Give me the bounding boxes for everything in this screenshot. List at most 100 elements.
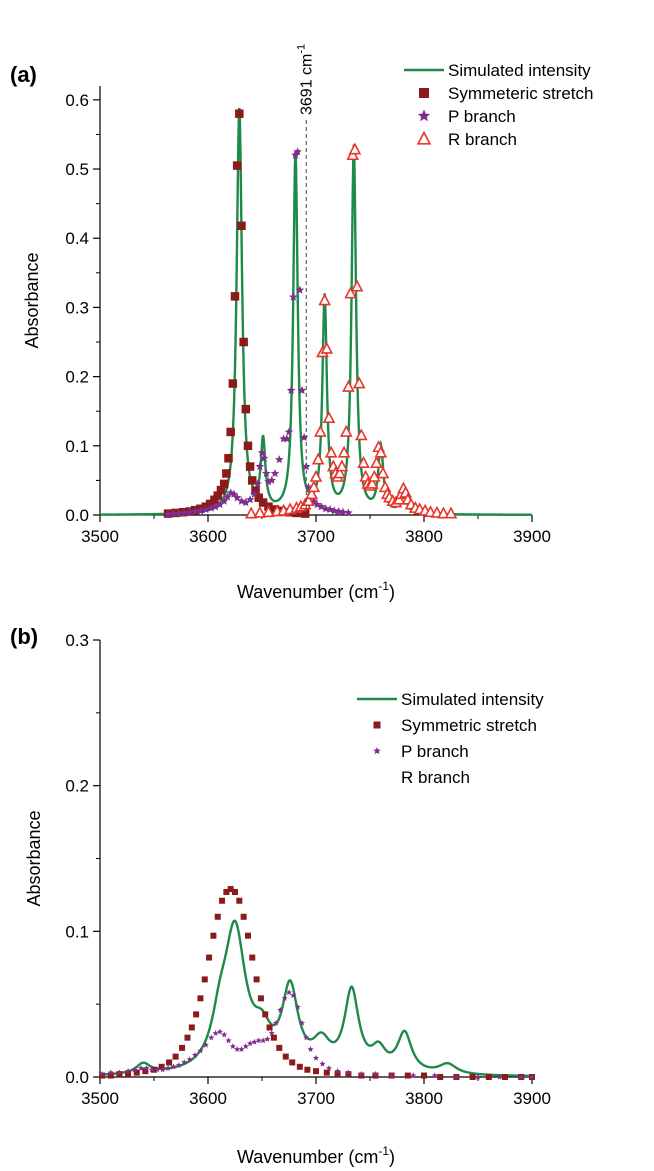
data-point xyxy=(174,509,184,518)
annotation-main: 3691 cm xyxy=(298,54,315,115)
data-point xyxy=(304,1066,311,1073)
data-point xyxy=(320,341,334,354)
data-point xyxy=(249,954,256,961)
simulated-intensity-line xyxy=(100,107,533,516)
data-point xyxy=(342,379,355,392)
data-point xyxy=(197,1047,204,1054)
data-point xyxy=(190,507,200,516)
series-line xyxy=(99,919,533,1078)
data-point xyxy=(388,1072,395,1079)
data-point xyxy=(172,1053,179,1060)
data-point xyxy=(154,1066,161,1073)
data-point xyxy=(193,1011,200,1018)
x-axis-title: Wavenumber (cm-1) xyxy=(237,579,395,602)
x-tick-label: 3900 xyxy=(513,527,551,546)
data-point xyxy=(262,1011,269,1018)
series-star xyxy=(99,989,536,1080)
data-point xyxy=(255,1037,262,1044)
data-point xyxy=(293,147,302,156)
data-point xyxy=(350,279,364,292)
data-point xyxy=(392,492,406,505)
data-point xyxy=(299,433,309,442)
data-point xyxy=(235,109,244,118)
data-point xyxy=(309,469,323,482)
data-point xyxy=(376,466,390,479)
data-point xyxy=(214,913,221,920)
data-point xyxy=(307,1046,314,1052)
data-point xyxy=(305,487,319,500)
data-point xyxy=(372,1070,379,1077)
data-point xyxy=(205,499,215,509)
data-point xyxy=(226,427,235,437)
data-point xyxy=(232,493,242,502)
data-point xyxy=(107,1072,114,1079)
y-tick-label: 0.2 xyxy=(65,777,89,796)
legend-label: Symmeteric stretch xyxy=(448,84,593,103)
data-point xyxy=(223,889,230,896)
data-point xyxy=(236,897,243,904)
data-point xyxy=(496,1073,503,1080)
legend-label: Symmetric stretch xyxy=(401,716,537,735)
data-point xyxy=(259,1037,267,1044)
data-point xyxy=(346,148,360,161)
data-point xyxy=(437,1074,444,1080)
data-point xyxy=(374,445,388,458)
data-point xyxy=(241,498,251,507)
data-point xyxy=(230,292,240,301)
data-point xyxy=(211,502,220,511)
data-point xyxy=(276,1044,283,1051)
data-point xyxy=(255,462,265,471)
data-point xyxy=(99,1070,106,1077)
x-axis-title-sup: -1 xyxy=(378,1144,389,1158)
data-point xyxy=(151,1066,157,1073)
data-point xyxy=(107,1069,114,1076)
legend-square-icon xyxy=(373,721,381,729)
data-point xyxy=(229,1043,236,1050)
legend-label: R branch xyxy=(401,768,470,787)
data-point xyxy=(404,1072,411,1079)
data-point xyxy=(289,1059,296,1066)
x-tick-label: 3800 xyxy=(405,1089,443,1108)
y-tick-label: 0.3 xyxy=(65,631,89,650)
data-point xyxy=(254,493,264,502)
data-point xyxy=(294,1003,301,1010)
data-point xyxy=(164,1065,172,1071)
data-point xyxy=(344,286,357,299)
legend-star-icon xyxy=(373,747,381,755)
series-square xyxy=(99,886,535,1080)
data-point xyxy=(485,1074,492,1080)
data-point xyxy=(518,1073,525,1080)
y-tick-label: 0.5 xyxy=(65,160,89,179)
data-point xyxy=(137,1065,145,1071)
data-point xyxy=(352,376,366,389)
data-point xyxy=(270,1034,277,1041)
data-point xyxy=(133,1069,140,1076)
data-point xyxy=(334,1071,341,1078)
legend: Simulated intensity Symmetric stretch P br… xyxy=(357,690,544,787)
data-point xyxy=(247,1040,254,1047)
x-axis-title-main: Wavenumber (cm xyxy=(237,582,378,602)
data-point xyxy=(228,379,238,388)
data-point xyxy=(338,507,348,516)
data-point xyxy=(224,454,233,463)
data-point xyxy=(191,1051,199,1058)
panel-b: (b) 3500 3600 3700 3800 3900 0.0 0.1 0.2 0.3 Waven… xyxy=(10,624,551,1167)
data-point xyxy=(270,468,280,478)
data-point xyxy=(321,504,330,513)
panel-label: (a) xyxy=(10,62,37,87)
data-point xyxy=(131,1066,138,1073)
data-point xyxy=(116,1069,123,1076)
data-point xyxy=(322,411,336,423)
data-point xyxy=(259,453,269,462)
data-point xyxy=(212,1030,219,1036)
y-tick-label: 0.0 xyxy=(65,506,89,525)
data-point xyxy=(251,486,260,496)
data-point xyxy=(237,221,246,231)
data-point xyxy=(319,1060,326,1067)
data-point xyxy=(295,285,305,294)
data-point xyxy=(179,508,189,517)
data-point xyxy=(313,424,327,437)
panel-a: (a) 3500 3600 3700 3800 3900 0.0 0.1 0.2 0.3 0.4 0.… xyxy=(10,44,593,602)
data-point xyxy=(227,886,234,893)
